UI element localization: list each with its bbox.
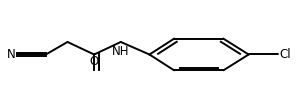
Text: N: N (7, 48, 16, 61)
Text: O: O (89, 55, 99, 68)
Text: NH: NH (112, 45, 130, 58)
Text: Cl: Cl (279, 48, 291, 61)
